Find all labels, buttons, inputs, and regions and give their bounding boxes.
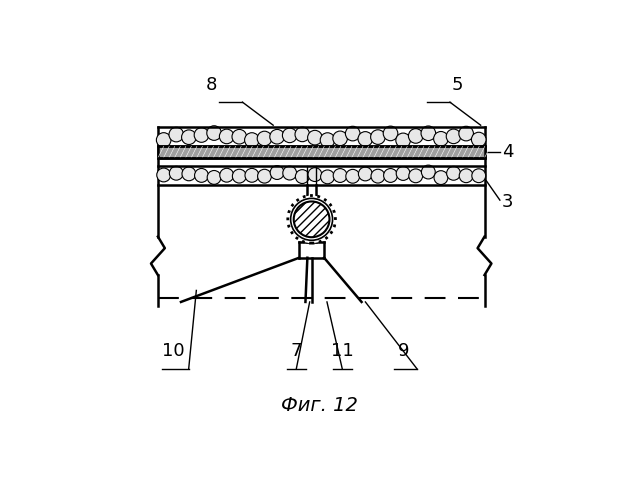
Circle shape [283,166,297,180]
Circle shape [282,128,297,143]
Circle shape [333,169,347,183]
Circle shape [409,169,422,183]
Circle shape [270,166,284,180]
Circle shape [194,128,209,142]
Circle shape [232,169,246,183]
Text: 10: 10 [162,342,184,360]
Circle shape [320,133,335,147]
Circle shape [447,166,460,180]
Circle shape [371,130,385,144]
Circle shape [321,170,335,184]
Circle shape [220,168,234,182]
Circle shape [409,129,423,143]
Circle shape [257,131,272,146]
Circle shape [459,169,473,183]
Circle shape [383,126,398,141]
Text: 8: 8 [206,76,217,94]
Circle shape [358,167,372,181]
Circle shape [308,130,322,145]
Circle shape [207,126,221,140]
Circle shape [333,131,348,146]
Circle shape [194,169,209,182]
Bar [158,146,485,158]
Circle shape [459,126,473,141]
Circle shape [288,196,335,243]
Circle shape [295,127,310,142]
Text: Фиг. 12: Фиг. 12 [281,396,358,415]
Text: 3: 3 [502,193,513,211]
Circle shape [245,133,259,147]
Text: 4: 4 [502,143,513,161]
Circle shape [245,168,259,182]
Circle shape [293,202,330,237]
Circle shape [346,169,359,183]
Circle shape [345,126,360,141]
Circle shape [232,129,247,144]
Circle shape [181,130,196,145]
Circle shape [295,170,309,184]
Text: 9: 9 [398,342,409,360]
Circle shape [207,171,221,184]
Circle shape [472,169,486,183]
Circle shape [358,132,373,146]
Text: 11: 11 [331,342,354,360]
Circle shape [371,169,385,183]
Circle shape [270,129,284,144]
Circle shape [421,165,435,179]
Circle shape [257,169,272,183]
Circle shape [384,169,397,182]
Circle shape [396,167,410,180]
Circle shape [156,133,171,147]
Circle shape [308,168,322,182]
Text: 5: 5 [452,76,464,94]
Circle shape [169,166,183,180]
Circle shape [396,133,411,148]
Circle shape [219,129,234,144]
Circle shape [421,126,435,141]
Circle shape [434,132,448,146]
Circle shape [446,129,461,144]
Circle shape [472,132,486,147]
Circle shape [434,171,448,185]
Circle shape [157,168,171,182]
Text: 7: 7 [290,342,302,360]
Circle shape [169,127,184,142]
Circle shape [182,167,196,181]
